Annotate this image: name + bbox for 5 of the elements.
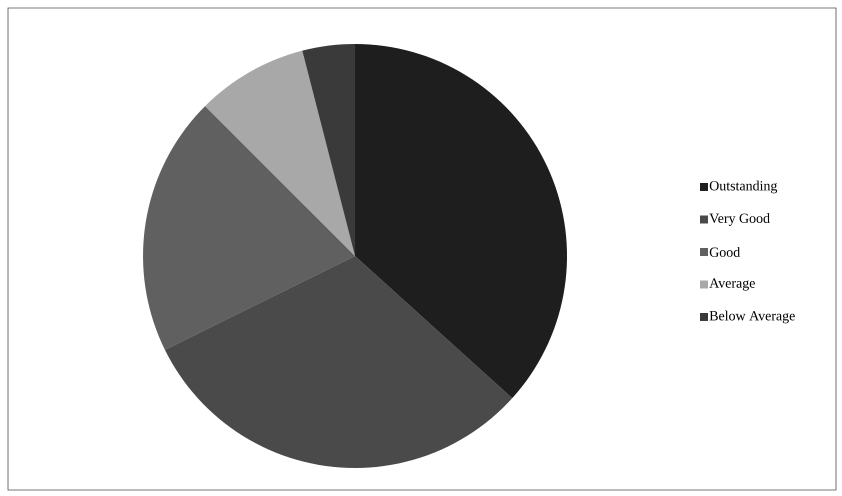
legend-label: Average — [709, 278, 755, 291]
legend-label: Below Average — [710, 310, 795, 324]
legend-label: Outstanding — [710, 180, 778, 194]
legend-label: Very Good — [709, 213, 770, 226]
legend-label: Good — [710, 247, 740, 257]
